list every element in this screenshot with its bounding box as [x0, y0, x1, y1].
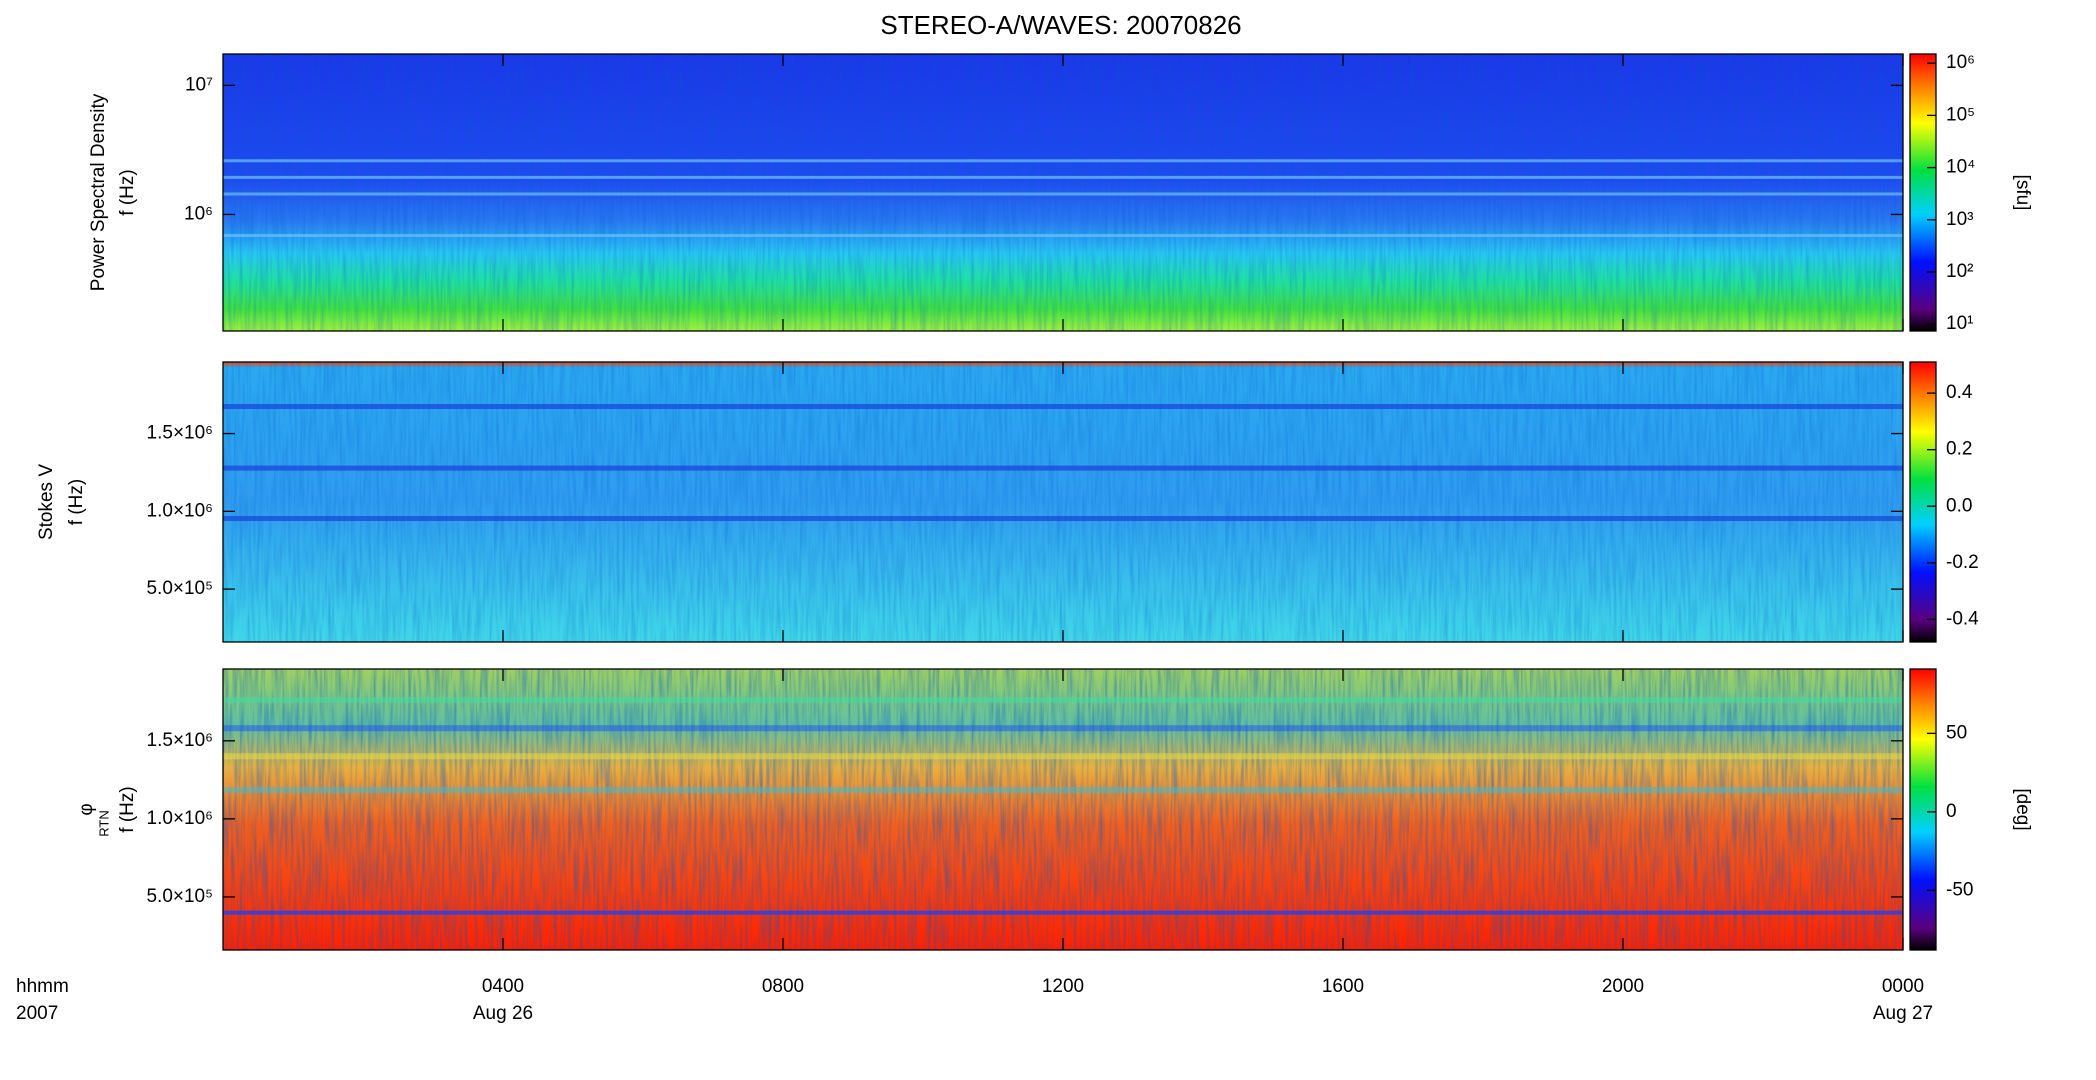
y-tick-label: 1.0×10⁶ [147, 808, 213, 829]
spectrogram-band [223, 697, 1903, 704]
y-axis-title: f (Hz) [117, 169, 138, 215]
colorbar-tick-label: 0.0 [1946, 495, 1972, 516]
colorbar-tick-label: 10⁵ [1946, 104, 1975, 125]
spectrogram-band [223, 465, 1903, 471]
y-axis-title: Stokes V [36, 464, 57, 540]
spectrogram-band [223, 753, 1903, 760]
x-date-label: Aug 26 [473, 1003, 533, 1024]
colorbar-tick-label: 10² [1946, 261, 1973, 282]
y-axis-title: Power Spectral Density [88, 93, 109, 291]
colorbar [1909, 668, 1937, 951]
y-axis-title: f (Hz) [66, 479, 87, 525]
spectrogram-texture [223, 669, 1903, 950]
x-tick-label: 2000 [1602, 976, 1644, 997]
y-axis-title-sub: RTN [96, 810, 111, 836]
spectrogram-band [223, 404, 1903, 409]
colorbar-tick-label: 50 [1946, 722, 1967, 743]
x-tick-label: 0800 [762, 976, 804, 997]
colorbar-tick-label: 0 [1946, 801, 1957, 822]
y-tick-label: 5.0×10⁵ [146, 578, 213, 599]
colorbar-tick-label: -0.2 [1946, 552, 1979, 573]
spectrogram-band [223, 910, 1903, 915]
x-axis-title: 2007 [16, 1003, 58, 1024]
colorbar [1909, 361, 1937, 643]
colorbar-tick-label: 10¹ [1946, 313, 1973, 334]
colorbar-tick-label: 10³ [1946, 209, 1973, 230]
y-tick-label: 1.0×10⁶ [147, 500, 213, 521]
y-tick-label: 10⁶ [184, 203, 213, 224]
spectrogram-band [223, 175, 1903, 179]
y-tick-label: 10⁷ [185, 74, 213, 95]
y-tick-label: 1.5×10⁶ [147, 730, 213, 751]
colorbar-title: [sfu] [2012, 175, 2033, 211]
spectrogram-band [223, 516, 1903, 521]
spectrogram-band [223, 725, 1903, 732]
x-date-label: Aug 27 [1873, 1003, 1933, 1024]
colorbar-tick-label: 0.2 [1946, 439, 1972, 460]
y-tick-label: 1.5×10⁶ [147, 423, 213, 444]
colorbar-title: [deg] [2012, 788, 2033, 830]
colorbar-tick-label: -50 [1946, 879, 1973, 900]
x-axis-title: hhmm [16, 976, 69, 997]
spectrogram-band [223, 192, 1903, 196]
colorbar-tick-label: 10⁴ [1946, 157, 1975, 178]
colorbar-tick-label: 10⁶ [1946, 52, 1975, 73]
spectrogram-band [223, 787, 1903, 794]
spectrogram-band [223, 234, 1903, 238]
x-tick-label: 1200 [1042, 976, 1084, 997]
y-axis-title: φ [76, 803, 97, 815]
chart-title: STEREO-A/WAVES: 20070826 [880, 10, 1241, 40]
x-tick-label: 0000 [1882, 976, 1924, 997]
y-axis-title: f (Hz) [117, 786, 138, 832]
x-tick-label: 0400 [482, 976, 524, 997]
x-tick-label: 1600 [1322, 976, 1364, 997]
colorbar-tick-label: -0.4 [1946, 608, 1979, 629]
spectrogram-band [223, 159, 1903, 163]
colorbar-tick-label: 0.4 [1946, 382, 1973, 403]
y-tick-label: 5.0×10⁵ [146, 886, 213, 907]
colorbar [1909, 53, 1937, 332]
